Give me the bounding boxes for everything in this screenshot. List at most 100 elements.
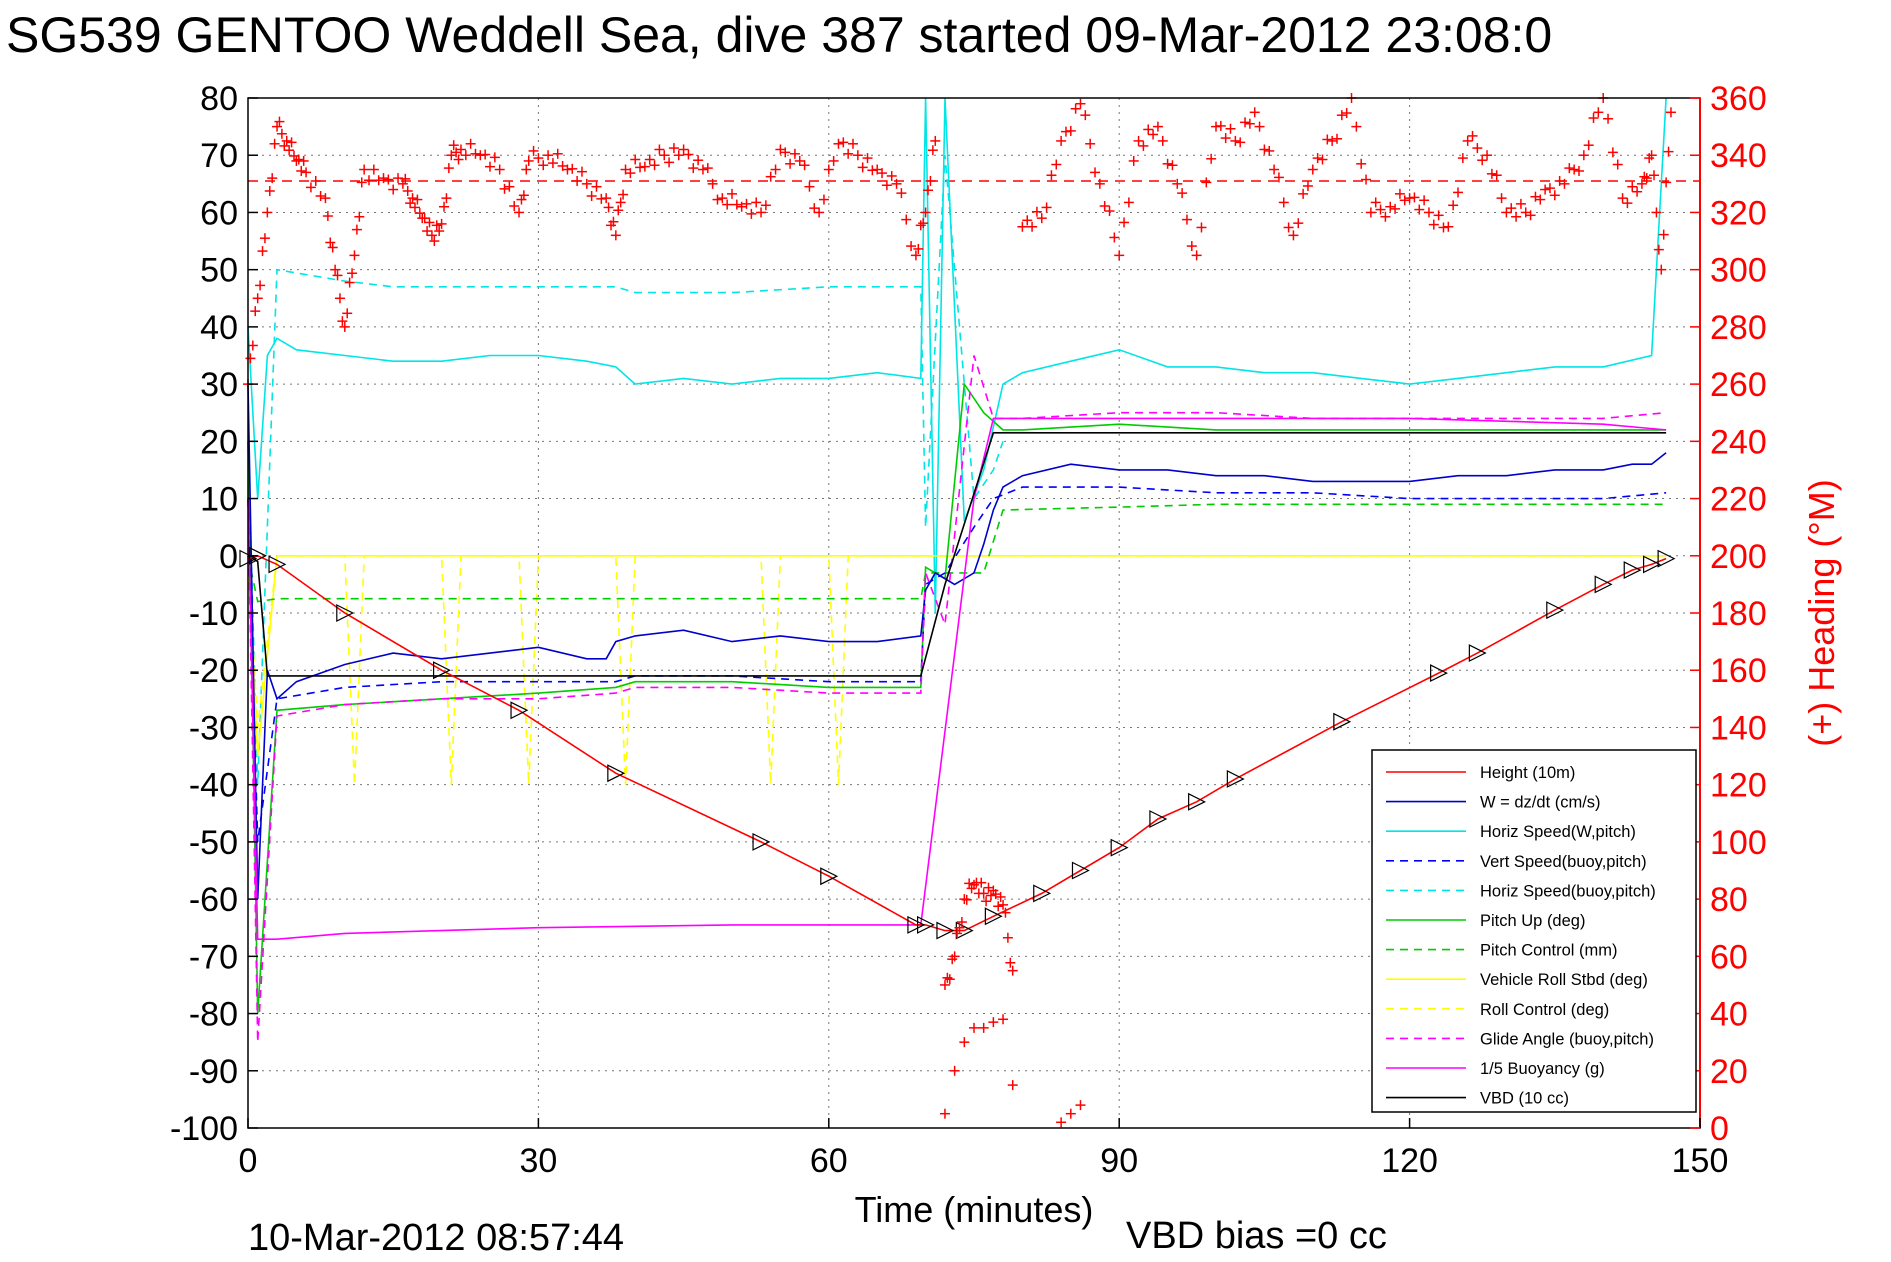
heading-point-87-1 [1639,171,1650,182]
heading-point-51 [978,888,989,899]
heading-wrap-point-8 [1056,1117,1067,1128]
heading-point-8 [330,264,341,275]
heading-point-76 [1423,207,1434,218]
heading-point-68-2 [1278,197,1289,208]
heading-point-16-2 [431,220,442,231]
heading-point-82-1 [1544,183,1555,194]
height-marker-25 [1623,561,1642,580]
heading-point-20-1 [480,149,491,160]
height-marker-4 [433,661,451,680]
series-line-10 [247,417,1667,941]
height-marker-19 [1226,769,1245,788]
heading-point-17 [436,218,447,229]
heading-point-73 [1365,207,1376,218]
heading-point-43-1 [896,188,907,199]
heading-wrap-point-9 [1065,1108,1076,1119]
heading-point-57-3 [1070,103,1081,114]
heading-point-3 [272,121,283,132]
heading-point-83 [1559,178,1570,189]
heading-point-13-2 [402,185,413,196]
heading-point-31-1 [664,157,675,168]
heading-point-38-1 [799,160,810,171]
heading-point-3-3 [279,140,290,151]
y-right-tick-label-7: 220 [1710,481,1767,519]
heading-point-42-2 [881,180,892,191]
heading-point-84 [1578,150,1589,161]
heading-point-27-3 [608,216,619,227]
heading-point-86-3 [1632,186,1643,197]
heading-point-40-1 [838,137,849,148]
heading-point-58 [1075,98,1086,109]
heading-point-82-2 [1549,190,1560,201]
heading-point-87 [1636,178,1647,189]
heading-point-53-2 [1002,932,1013,943]
heading-point-53-3 [1005,957,1016,968]
y-right-tick-label-2: 320 [1710,194,1767,232]
heading-point-73-2 [1375,204,1386,215]
heading-point-18-3 [453,154,464,165]
heading-point-37-2 [785,158,796,169]
heading-point-55 [1017,221,1028,232]
heading-point-35-3 [751,197,762,208]
heading-wrap-point-2 [959,1037,970,1048]
heading-point-60-3 [1128,155,1139,166]
heading-point-64 [1191,250,1202,261]
y-left-tick-label-9: -10 [189,595,238,633]
heading-point-35-1 [741,198,752,209]
heading-point-49-1 [961,894,972,905]
heading-point-50-3 [976,877,987,888]
height-marker-13 [984,907,1003,926]
heading-point-41-1 [857,162,868,173]
height-marker-22 [1468,644,1487,663]
heading-point-89 [1656,264,1667,275]
y-right-tick-label-8: 200 [1710,538,1767,576]
heading-point-64-2 [1201,177,1212,188]
legend-label-2: Horiz Speed(W,pitch) [1480,823,1636,841]
heading-point-65-3 [1225,123,1236,134]
heading-point-59 [1094,178,1105,189]
heading-point-10-2 [354,211,365,222]
heading-point-61-3 [1148,129,1159,140]
heading-point-48-1 [952,928,963,939]
height-marker-20 [1333,712,1352,731]
heading-point-5-3 [298,155,309,166]
heading-wrap-point-5 [988,1017,999,1028]
heading-point-0-2 [247,340,258,351]
heading-point-64-3 [1206,153,1217,164]
heading-point-69-2 [1298,188,1309,199]
heading-point-10-3 [356,177,367,188]
heading-point-70-3 [1322,134,1333,145]
heading-point-36-1 [760,200,771,211]
heading-point-72-3 [1361,174,1372,185]
heading-point-71-2 [1336,110,1347,121]
heading-point-16-1 [429,236,440,247]
heading-point-9-1 [342,308,353,319]
heading-point-38-3 [809,203,820,214]
heading-point-24 [543,150,554,161]
heading-point-39-1 [818,194,829,205]
heading-point-71 [1327,135,1338,146]
heading-point-61-2 [1143,124,1154,135]
heading-point-55-2 [1027,221,1038,232]
heading-point-31-2 [668,143,679,154]
heading-point-34-2 [727,188,737,199]
heading-point-39-2 [823,164,834,175]
heading-point-47-1 [942,972,953,983]
heading-point-88-3 [1653,244,1664,255]
heading-point-19-2 [465,138,476,149]
heading-point-22-2 [518,190,529,201]
heading-point-15-3 [424,217,435,228]
heading-point-34-1 [722,199,733,210]
height-marker-7 [752,832,771,851]
heading-point-44 [910,250,921,261]
heading-point-61 [1133,135,1144,146]
heading-point-76-2 [1433,210,1444,221]
heading-point-84-3 [1593,107,1604,118]
heading-point-21-2 [504,181,515,192]
heading-point-28-2 [615,197,626,208]
heading-point-56-1 [1041,202,1052,213]
height-marker-5 [510,701,529,720]
heading-point-55-1 [1022,215,1033,226]
y-right-tick-label-3: 300 [1710,252,1767,290]
